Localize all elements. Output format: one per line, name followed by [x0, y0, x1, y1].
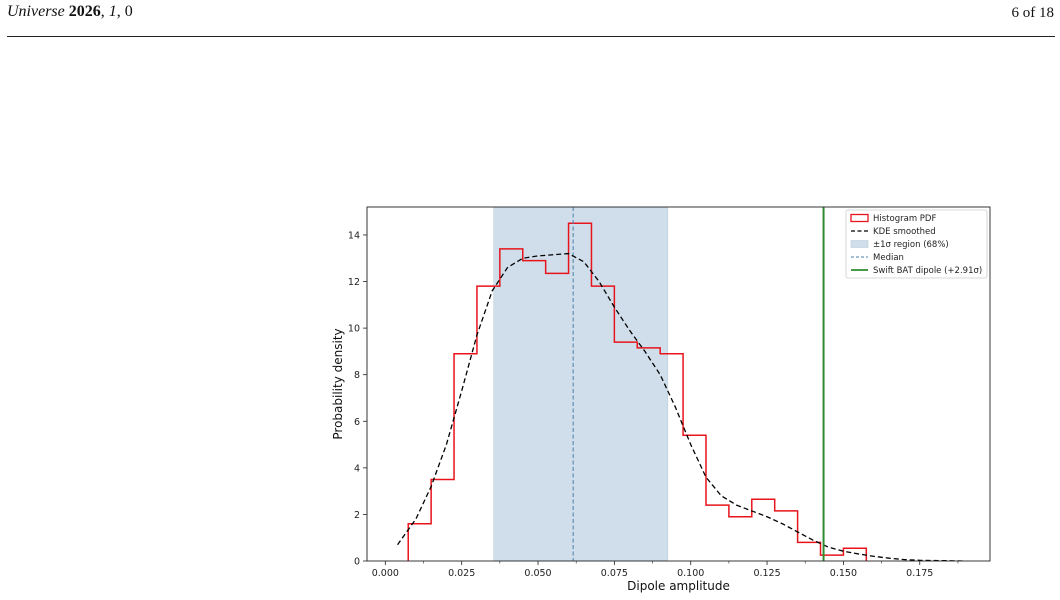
axes: 0.000 0.025 0.050 0.075 0.100 0.125 0.150 0.175… [348, 206, 991, 579]
x-tick-label: 0.025 [448, 568, 475, 579]
sigma-band [493, 207, 669, 561]
x-tick-label: 0.150 [830, 568, 857, 579]
histogram-bin [798, 542, 821, 561]
article-number: 0 [124, 3, 133, 20]
x-tick-label: 0.050 [524, 568, 551, 579]
journal-volume: 1 [108, 3, 117, 20]
histogram-bin [431, 479, 454, 561]
legend-entry-label: ±1σ region (68%) [873, 240, 949, 250]
legend-swatch-band [850, 240, 869, 248]
histogram-bin [500, 249, 523, 561]
legend-entry-label: Median [873, 253, 904, 263]
legend-swatch-histogram [850, 213, 869, 223]
legend-entry-label: Histogram PDF [873, 214, 936, 224]
histogram-bin [775, 511, 798, 561]
histogram-bin [637, 348, 660, 561]
histogram-bin [660, 354, 683, 561]
histogram-bin [752, 499, 775, 561]
histogram-bin [477, 286, 500, 561]
histogram-bin [729, 517, 752, 561]
y-tick-label: 0 [354, 557, 360, 568]
y-axis-title: Probability density [331, 328, 345, 439]
y-tick-label: 14 [348, 230, 360, 241]
histogram-bin [706, 505, 729, 561]
page-number: 6 of 18 [1011, 5, 1055, 21]
journal-year: 2026 [68, 3, 101, 20]
journal-citation: Universe 2026, 1, 0 [7, 3, 133, 21]
y-tick-label: 8 [354, 370, 360, 381]
histogram-bin [454, 354, 477, 561]
histogram-bin [546, 273, 569, 561]
x-tick-label: 0.175 [906, 568, 933, 579]
legend-box [845, 209, 988, 279]
histogram-bin [569, 223, 592, 561]
x-tick-label: 0.000 [372, 568, 399, 579]
axes-frame [366, 206, 991, 562]
legend: Histogram PDF KDE smoothed ±1σ region (68%… [845, 209, 988, 279]
legend-entry-label: Swift BAT dipole (+2.91σ) [873, 266, 982, 276]
x-axis-title: Dipole amplitude [627, 579, 730, 593]
histogram-outline [407, 222, 868, 561]
kde-curve [397, 252, 963, 561]
y-tick-label: 2 [354, 510, 360, 521]
histogram-bin [408, 524, 431, 561]
legend-entry-label: KDE smoothed [873, 227, 936, 237]
x-tick-label: 0.125 [753, 568, 780, 579]
histogram-bin [591, 286, 614, 561]
plot-inner [397, 207, 963, 561]
page-header: Universe 2026, 1, 0 6 of 18 [0, 0, 1060, 40]
y-tick-label: 10 [348, 324, 360, 335]
y-tick-label: 12 [348, 277, 360, 288]
histogram-bin [614, 342, 637, 561]
citation-sep-2: , [116, 3, 125, 20]
header-rule [7, 36, 1055, 37]
plot-area [397, 207, 963, 561]
histogram-bin [523, 261, 546, 561]
y-tick-label: 4 [354, 463, 360, 474]
x-tick-label: 0.075 [601, 568, 628, 579]
journal-name: Universe [7, 3, 65, 20]
y-tick-label: 6 [354, 417, 360, 428]
x-tick-label: 0.100 [677, 568, 704, 579]
citation-sep-1: , [100, 3, 109, 20]
